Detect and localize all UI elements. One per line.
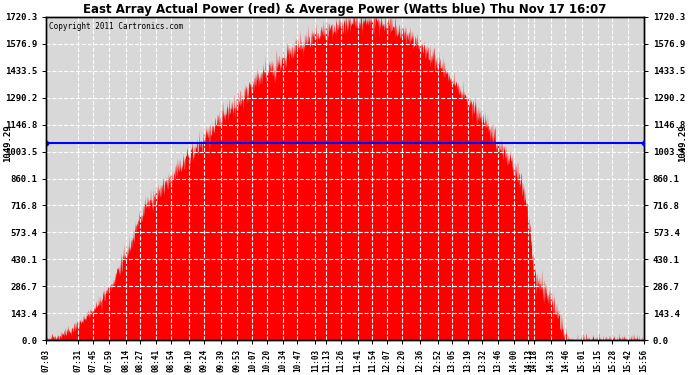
Text: Copyright 2011 Cartronics.com: Copyright 2011 Cartronics.com — [49, 22, 184, 31]
Text: 1049.29: 1049.29 — [678, 124, 687, 162]
Title: East Array Actual Power (red) & Average Power (Watts blue) Thu Nov 17 16:07: East Array Actual Power (red) & Average … — [83, 3, 607, 16]
Text: 1049.29: 1049.29 — [3, 124, 12, 162]
